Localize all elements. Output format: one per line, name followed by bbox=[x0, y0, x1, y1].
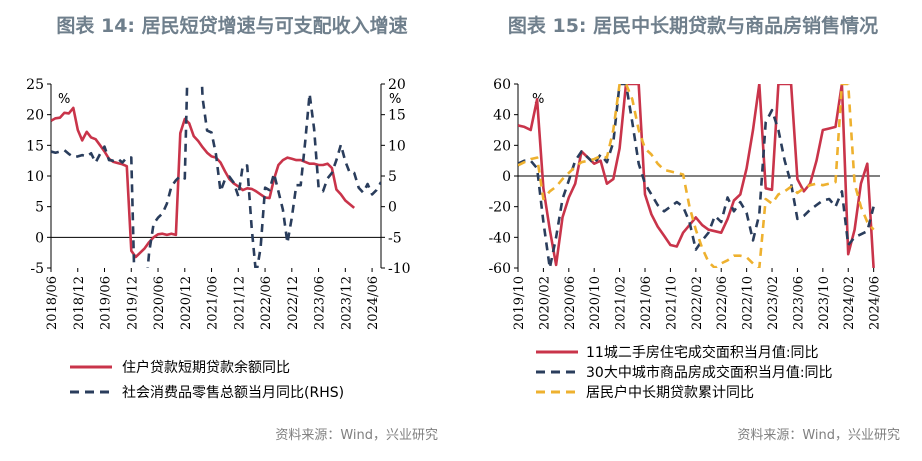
x-tick-label: 2020/06 bbox=[152, 276, 167, 330]
left-y2-unit: % bbox=[389, 92, 401, 107]
left-chart-axes: -5 0 5 10 15 20 25 -10 -5 0 5 10 15 20 2018/06 2018/12 2… bbox=[26, 77, 410, 330]
x-tick-label: 2020/10 bbox=[588, 276, 603, 330]
x-tick-label: 2018/12 bbox=[72, 276, 87, 330]
x-tick-label: 2020/12 bbox=[179, 276, 194, 330]
x-tick-label: 2022/12 bbox=[286, 276, 301, 330]
x-tick-label: 2022/10 bbox=[741, 276, 756, 330]
y-tick-label: -40 bbox=[488, 230, 511, 246]
y-tick-label: -5 bbox=[30, 261, 44, 277]
x-tick-label: 2021/10 bbox=[664, 276, 679, 330]
y2-tick-label: 0 bbox=[388, 200, 397, 216]
series-line-0 bbox=[518, 84, 875, 268]
y-tick-label: -20 bbox=[488, 200, 511, 216]
x-tick-label: 2021/02 bbox=[614, 276, 629, 330]
y-tick-label: 0 bbox=[502, 169, 511, 185]
left-chart-title: 图表 14: 居民短贷增速与可支配收入增速 bbox=[56, 14, 407, 37]
left-y-unit: % bbox=[58, 92, 70, 107]
y-tick-label: 5 bbox=[35, 200, 44, 216]
x-tick-label: 2023/12 bbox=[339, 276, 354, 330]
y-tick-label: 10 bbox=[26, 169, 44, 185]
x-tick-label: 2023/02 bbox=[766, 276, 781, 330]
y2-tick-label: 15 bbox=[388, 108, 406, 124]
y2-tick-label: -5 bbox=[388, 230, 402, 246]
x-tick-label: 2020/06 bbox=[563, 276, 578, 330]
legend-label-mortgage: 居民户中长期贷款累计同比 bbox=[586, 384, 754, 401]
y-tick-label: 40 bbox=[493, 108, 511, 124]
x-tick-label: 2023/06 bbox=[313, 276, 328, 330]
x-tick-label: 2019/06 bbox=[99, 276, 114, 330]
y-tick-label: 60 bbox=[493, 77, 511, 93]
series-line-2 bbox=[518, 84, 875, 268]
y2-tick-label: -10 bbox=[388, 261, 411, 277]
x-tick-label: 2022/02 bbox=[690, 276, 705, 330]
x-tick-label: 2019/10 bbox=[512, 276, 527, 330]
y-tick-label: 15 bbox=[26, 138, 44, 154]
right-source-note: 资料来源：Wind，兴业研究 bbox=[737, 428, 900, 443]
x-tick-label: 2022/06 bbox=[259, 276, 274, 330]
x-tick-label: 2024/06 bbox=[868, 276, 883, 330]
y-tick-label: 20 bbox=[26, 108, 44, 124]
y-tick-label: 20 bbox=[493, 138, 511, 154]
series-line-1 bbox=[51, 84, 381, 268]
x-tick-label: 2023/10 bbox=[817, 276, 832, 330]
x-tick-label: 2021/06 bbox=[206, 276, 221, 330]
series-line-1 bbox=[518, 84, 875, 268]
y-tick-label: -60 bbox=[488, 261, 511, 277]
y-tick-label: 0 bbox=[35, 230, 44, 246]
x-tick-label: 2024/06 bbox=[366, 276, 381, 330]
right-chart-plot bbox=[518, 84, 875, 268]
legend-label-30city: 30大中城市商品房成交面积当月值:同比 bbox=[586, 364, 833, 381]
left-source-note: 资料来源：Wind，兴业研究 bbox=[275, 428, 438, 443]
left-chart-plot bbox=[51, 84, 381, 268]
y2-tick-label: 10 bbox=[388, 138, 406, 154]
right-chart-title: 图表 15: 居民中长期贷款与商品房销售情况 bbox=[508, 14, 878, 37]
x-tick-label: 2020/02 bbox=[537, 276, 552, 330]
legend-label-11city: 11城二手房住宅成交面积当月值:同比 bbox=[586, 344, 819, 361]
legend-label-consumer-loan: 住户贷款短期贷款余额同比 bbox=[122, 359, 290, 376]
legend-label-retail-sales: 社会消费品零售总额当月同比(RHS) bbox=[122, 385, 344, 401]
y2-tick-label: 20 bbox=[388, 77, 406, 93]
x-tick-label: 2021/12 bbox=[232, 276, 247, 330]
x-tick-label: 2021/06 bbox=[639, 276, 654, 330]
right-chart-axes: -60 -40 -20 0 20 40 60 2019/10 2020/02 2020/06 202… bbox=[488, 77, 882, 330]
x-tick-label: 2018/06 bbox=[45, 276, 60, 330]
x-tick-label: 2022/06 bbox=[715, 276, 730, 330]
y2-tick-label: 5 bbox=[388, 169, 397, 185]
series-line-0 bbox=[51, 106, 356, 259]
x-tick-label: 2024/02 bbox=[842, 276, 857, 330]
y-tick-label: 25 bbox=[26, 77, 44, 93]
x-tick-label: 2023/06 bbox=[791, 276, 806, 330]
x-tick-label: 2019/12 bbox=[125, 276, 140, 330]
